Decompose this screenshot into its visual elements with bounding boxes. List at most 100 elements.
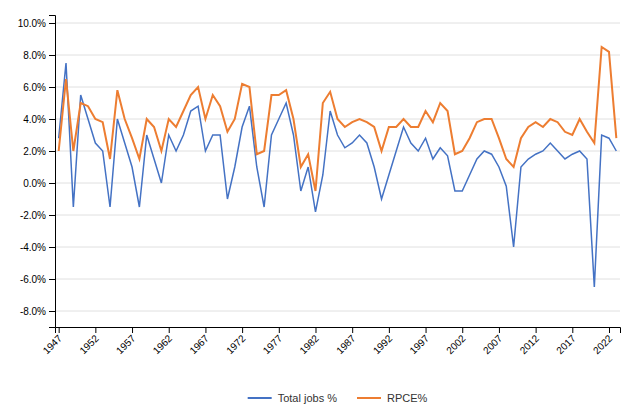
legend-item: RPCE% [357,392,428,404]
tick-label: 1997 [407,332,431,356]
tick: 4.0% [23,114,55,125]
tick-mark [49,23,55,24]
tick: 1997 [407,327,431,356]
tick-mark [49,311,55,312]
tick-label: -6.0% [20,274,46,285]
grid-line [55,151,620,152]
chart: -8.0% -6.0% -4.0% -2.0% 0.0% 2.0% 4.0% 6.0% 8.0%… [0,0,640,412]
tick-mark [352,327,353,333]
tick: 2022 [591,327,615,356]
tick: 10.0% [18,18,55,29]
tick: 8.0% [23,50,55,61]
series-line [59,47,617,191]
grid-line [55,87,620,88]
tick: 1992 [371,327,395,356]
tick-label: 1972 [224,332,248,356]
legend: Total jobs % RPCE% [248,392,428,404]
tick-mark [132,327,133,333]
tick-label: 1947 [41,332,65,356]
tick-label: 8.0% [23,50,46,61]
legend-item: Total jobs % [248,392,338,404]
tick-mark [205,327,206,333]
tick-mark [49,215,55,216]
grid-line [55,311,620,312]
tick-mark [49,55,55,56]
grid-line [55,247,620,248]
tick-label: -4.0% [20,242,46,253]
grid [55,23,620,311]
tick: 2017 [554,327,578,356]
tick-label: 2022 [591,332,615,356]
tick-mark [49,279,55,280]
tick-label: 1987 [334,332,358,356]
tick-label: 2012 [518,332,542,356]
y-axis: -8.0% -6.0% -4.0% -2.0% 0.0% 2.0% 4.0% 6.0% 8.0%… [18,16,56,328]
tick-label: 2002 [444,332,468,356]
tick: 1977 [261,327,285,356]
tick-mark [315,327,316,333]
tick-label: 6.0% [23,82,46,93]
tick-label: 2017 [554,332,578,356]
tick-mark [389,327,390,333]
tick-mark [95,327,96,333]
tick-label: -8.0% [20,306,46,317]
axis-line [56,328,621,334]
legend-swatch [248,397,272,399]
tick-mark [499,327,500,333]
x-axis: 1947 1952 1957 1962 1967 1972 1977 1982 1987 1992… [41,327,621,356]
legend-swatch [357,397,381,399]
tick-mark [462,327,463,333]
tick: 1957 [114,327,138,356]
tick-mark [609,327,610,333]
tick-label: 1992 [371,332,395,356]
tick-label: 0.0% [23,178,46,189]
tick: 1987 [334,327,358,356]
tick-mark [49,87,55,88]
axis-line [49,16,56,328]
tick: 1967 [187,327,211,356]
grid-line [55,215,620,216]
series-line [59,63,617,287]
grid-line [55,183,620,184]
tick-label: 2007 [481,332,505,356]
tick-label: 2.0% [23,146,46,157]
tick: 2007 [481,327,505,356]
legend-label: Total jobs % [278,392,338,404]
tick-mark [572,327,573,333]
tick: 2002 [444,327,468,356]
tick: 0.0% [23,178,55,189]
tick-mark [49,247,55,248]
tick: -8.0% [20,306,55,317]
tick-mark [536,327,537,333]
tick: -6.0% [20,274,55,285]
tick-label: 1977 [261,332,285,356]
lines [59,47,617,287]
plot: -8.0% -6.0% -4.0% -2.0% 0.0% 2.0% 4.0% 6.0% 8.0%… [18,16,621,357]
tick: -4.0% [20,242,55,253]
tick-label: 1957 [114,332,138,356]
tick: 1947 [41,327,65,356]
tick: 1962 [151,327,175,356]
grid-line [55,23,620,24]
tick: 6.0% [23,82,55,93]
tick-label: 4.0% [23,114,46,125]
tick-mark [49,119,55,120]
tick: 1972 [224,327,248,356]
tick-mark [49,151,55,152]
legend-label: RPCE% [387,392,428,404]
tick: 2012 [518,327,542,356]
tick-label: 1982 [297,332,321,356]
tick-mark [242,327,243,333]
tick-mark [426,327,427,333]
grid-line [55,55,620,56]
tick-mark [59,327,60,333]
tick: 1982 [297,327,321,356]
tick-label: 10.0% [18,18,46,29]
tick: 2.0% [23,146,55,157]
tick-label: 1962 [151,332,175,356]
grid-line [55,279,620,280]
tick-mark [169,327,170,333]
tick-label: 1952 [77,332,101,356]
tick: -2.0% [20,210,55,221]
tick-label: -2.0% [20,210,46,221]
